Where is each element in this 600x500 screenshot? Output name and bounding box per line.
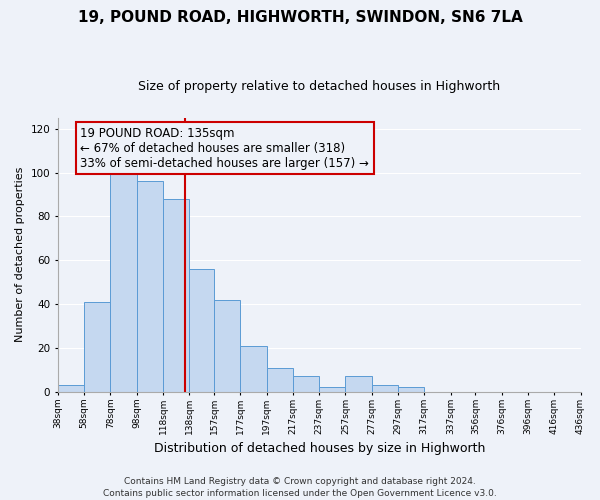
Text: Contains HM Land Registry data © Crown copyright and database right 2024.
Contai: Contains HM Land Registry data © Crown c…: [103, 476, 497, 498]
Bar: [346, 376, 372, 392]
X-axis label: Distribution of detached houses by size in Highworth: Distribution of detached houses by size …: [154, 442, 485, 455]
Title: Size of property relative to detached houses in Highworth: Size of property relative to detached ho…: [138, 80, 500, 93]
Bar: [84, 302, 110, 392]
Bar: [293, 376, 319, 392]
Bar: [372, 385, 398, 392]
Bar: [319, 388, 346, 392]
Bar: [267, 368, 293, 392]
Bar: [58, 385, 84, 392]
Bar: [214, 300, 241, 392]
Bar: [398, 388, 424, 392]
Y-axis label: Number of detached properties: Number of detached properties: [15, 167, 25, 342]
Bar: [110, 172, 137, 392]
Bar: [163, 199, 189, 392]
Text: 19 POUND ROAD: 135sqm
← 67% of detached houses are smaller (318)
33% of semi-det: 19 POUND ROAD: 135sqm ← 67% of detached …: [80, 126, 369, 170]
Bar: [137, 182, 163, 392]
Bar: [189, 269, 214, 392]
Bar: [241, 346, 267, 392]
Text: 19, POUND ROAD, HIGHWORTH, SWINDON, SN6 7LA: 19, POUND ROAD, HIGHWORTH, SWINDON, SN6 …: [77, 10, 523, 25]
